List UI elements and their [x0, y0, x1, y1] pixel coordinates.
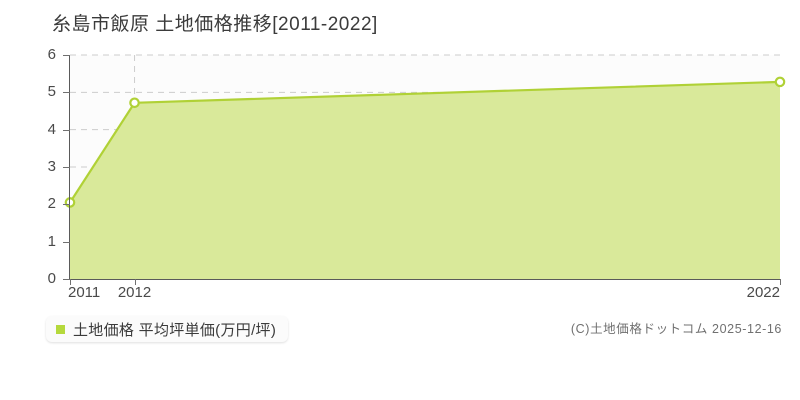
x-tick-label: 2012 [117, 284, 152, 301]
y-tick-label: 3 [47, 158, 56, 175]
y-tick-label: 5 [47, 83, 56, 101]
y-tick-label: 6 [47, 46, 56, 63]
y-tick-label: 0 [47, 270, 56, 287]
y-tick-label: 1 [47, 232, 56, 250]
y-tick-mark [63, 55, 70, 56]
y-tick-label: 4 [47, 120, 56, 138]
data-point-marker[interactable] [774, 76, 786, 88]
chart-canvas [64, 54, 786, 279]
y-tick-label: 2 [47, 195, 56, 213]
x-tick-mark [134, 279, 136, 285]
x-tick-mark [780, 279, 781, 285]
x-tick-label: 2011 [68, 284, 101, 301]
y-tick-mark [63, 167, 70, 168]
x-tick-mark [70, 279, 71, 285]
copyright-credit: (C)土地価格ドットコム 2025-12-16 [570, 322, 782, 336]
y-tick-mark [63, 129, 70, 131]
legend-swatch-icon [56, 324, 65, 334]
data-point-marker[interactable] [64, 197, 76, 208]
y-tick-mark [63, 241, 70, 243]
y-tick-mark [63, 204, 70, 206]
y-tick-mark [63, 279, 70, 280]
page-title: 糸島市飯原 土地価格推移[2011-2022] [52, 14, 378, 35]
plot-area [64, 54, 786, 279]
series-area-fill [70, 81, 780, 279]
y-tick-mark [63, 92, 70, 94]
data-point-marker[interactable] [129, 97, 140, 109]
x-axis-line [69, 279, 781, 280]
legend[interactable]: 土地価格 平均坪単価(万円/坪) [46, 316, 289, 342]
legend-label: 土地価格 平均坪単価(万円/坪) [73, 321, 277, 339]
x-tick-label: 2022 [746, 284, 780, 301]
